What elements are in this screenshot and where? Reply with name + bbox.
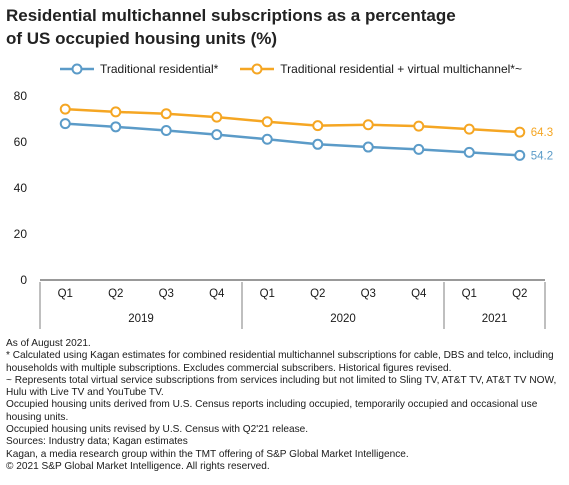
data-label: 64.3 — [531, 127, 553, 139]
x-tick-label: Q1 — [58, 288, 73, 300]
year-label: 2020 — [330, 313, 356, 325]
footnote-kagan: Kagan, a media research group within the… — [6, 448, 409, 460]
footnote-virtual: ~ Represents total virtual service subsc… — [6, 374, 557, 399]
data-point — [463, 146, 475, 158]
data-point — [59, 103, 71, 115]
x-tick-label: Q4 — [209, 288, 225, 300]
x-tick-label: Q2 — [512, 288, 527, 300]
data-point — [261, 116, 273, 128]
data-point — [514, 126, 526, 138]
footnote-copyright: © 2021 S&P Global Market Intelligence. A… — [6, 460, 270, 472]
data-point — [312, 138, 324, 150]
data-point — [160, 125, 172, 136]
data-point — [362, 141, 374, 153]
legend-swatch-blue-icon — [60, 63, 94, 75]
data-point — [211, 129, 223, 141]
footnote-sources: Sources: Industry data; Kagan estimates — [6, 436, 188, 448]
line-chart: 0 20 40 60 80 Q1 Q2 Q3 Q4 Q1 Q2 Q3 Q4 Q1 Q2 2019 2020 202… — [14, 89, 553, 329]
data-point — [261, 133, 273, 145]
data-point — [514, 149, 526, 161]
data-point — [110, 121, 122, 133]
legend-swatch-orange-icon — [240, 63, 275, 75]
chart-title: Residential multichannel subscriptions a… — [6, 6, 456, 48]
legend-label-traditional: Traditional residential* — [100, 62, 219, 76]
footnote-calculation: * Calculated using Kagan estimates for c… — [6, 350, 554, 374]
footnote-date: As of August 2021. — [6, 338, 91, 349]
footnote-census: Occupied housing units revised by U.S. C… — [6, 424, 309, 436]
y-tick-label: 0 — [20, 273, 27, 287]
y-tick-label: 80 — [14, 89, 28, 103]
y-tick-label: 20 — [14, 227, 28, 241]
y-tick-label: 40 — [14, 181, 28, 195]
x-tick-label: Q1 — [260, 288, 275, 300]
data-point — [413, 143, 425, 155]
data-point — [110, 106, 122, 118]
legend-label-virtual: Traditional residential + virtual multic… — [280, 62, 522, 76]
footnotes: As of August 2021. * Calculated using Ka… — [6, 338, 564, 473]
footnote-housing: Occupied housing units derived from U.S.… — [6, 399, 538, 423]
legend-item-virtual: Traditional residential + virtual multic… — [240, 62, 522, 76]
data-point — [59, 118, 71, 130]
x-tick-label: Q2 — [310, 288, 325, 300]
year-label: 2021 — [482, 313, 508, 325]
year-label: 2019 — [128, 313, 154, 325]
data-point — [463, 123, 475, 135]
x-tick-label: Q3 — [361, 288, 376, 300]
x-tick-label: Q3 — [159, 288, 174, 300]
series-line — [65, 107, 520, 134]
x-tick-label: Q1 — [462, 288, 477, 300]
legend-item-traditional: Traditional residential* — [60, 62, 218, 76]
y-tick-label: 60 — [14, 135, 28, 149]
data-point — [312, 120, 324, 132]
data-point — [211, 111, 223, 123]
x-tick-label: Q4 — [411, 288, 427, 300]
data-label: 54.2 — [531, 150, 553, 162]
series-line — [65, 122, 520, 157]
data-point — [160, 108, 172, 120]
x-tick-label: Q2 — [108, 288, 123, 300]
data-point — [362, 119, 374, 131]
data-point — [413, 120, 425, 132]
chart-legend: Traditional residential* Traditional res… — [60, 62, 544, 76]
